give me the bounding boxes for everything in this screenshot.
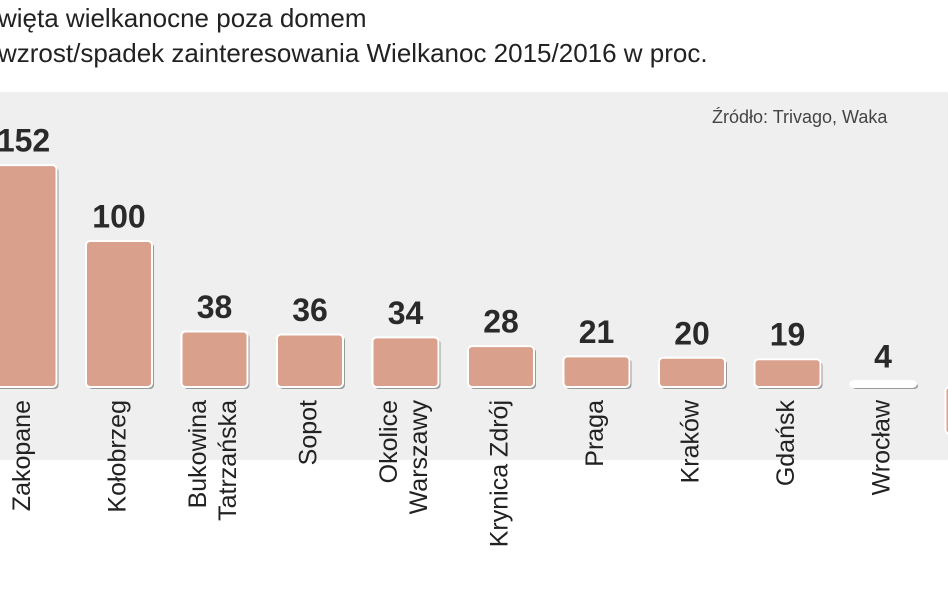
x-tick-label: Krynica Zdrój: [486, 400, 514, 547]
bar: [180, 330, 249, 388]
x-tick-label: Kraków: [677, 399, 705, 483]
value-label: 100: [92, 198, 145, 234]
x-tick-label: Praga: [581, 400, 609, 467]
x-tick-label: Warszawy: [405, 400, 433, 515]
value-label: 21: [579, 314, 615, 350]
bar: [467, 345, 535, 388]
bar: [0, 164, 58, 388]
value-label: 20: [674, 315, 710, 351]
bar: [849, 380, 917, 389]
x-tick-label: Kołobrzeg: [104, 400, 132, 513]
bar: [276, 333, 344, 389]
value-label: 152: [0, 123, 50, 159]
bar: [753, 358, 822, 389]
bar: [371, 336, 440, 388]
value-label: 28: [483, 304, 519, 340]
bar: [658, 356, 726, 388]
source-note: Źródło: Trivago, Waka: [712, 107, 888, 127]
bar: [85, 240, 153, 388]
x-tick-label: Gdańsk: [772, 400, 800, 487]
x-tick-label: Wrocław: [868, 399, 896, 495]
value-label: 36: [292, 292, 328, 328]
bar: [944, 386, 948, 435]
chart-title: więta wielkanocne poza domem: [0, 3, 367, 33]
value-label: 19: [770, 317, 806, 353]
x-tick-label: Zakopane: [8, 400, 36, 511]
x-tick-label: Sopot: [295, 400, 323, 465]
x-tick-label: Bukowina: [184, 400, 212, 508]
value-label: 34: [388, 295, 424, 331]
bar: [562, 355, 631, 388]
value-label: 38: [197, 289, 233, 325]
x-tick-label: Tatrzańska: [214, 400, 242, 521]
x-tick-label: Okolice: [375, 400, 403, 483]
chart-subtitle: wzrost/spadek zainteresowania Wielkanoc …: [0, 38, 708, 68]
value-label: 4: [874, 339, 892, 375]
plot-background: [0, 92, 948, 460]
